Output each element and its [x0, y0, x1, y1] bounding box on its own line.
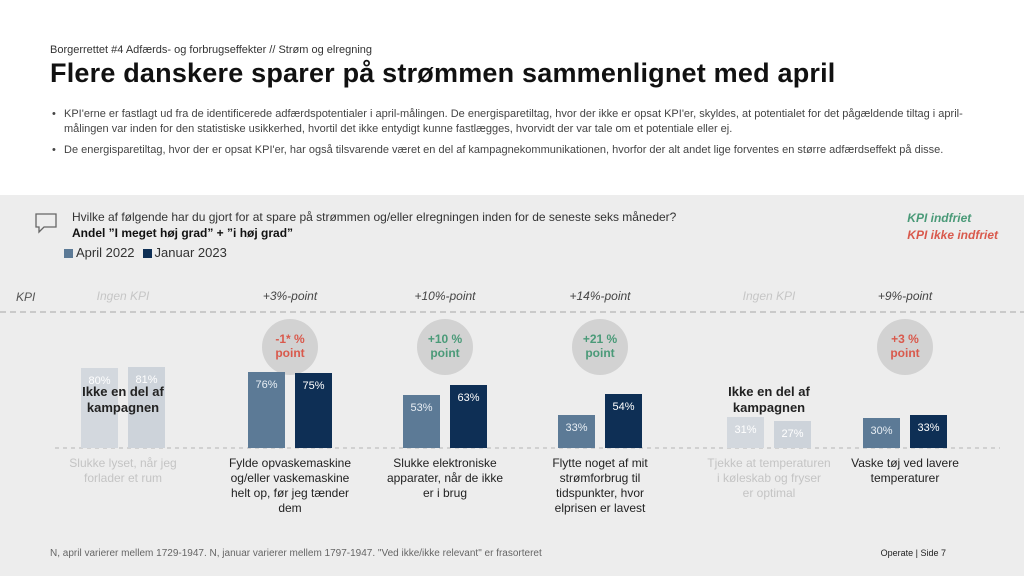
bar-value-label: 63%	[457, 392, 479, 404]
footnote: N, april varierer mellem 1729-1947. N, j…	[50, 548, 542, 559]
bar-april	[248, 372, 285, 448]
kpi-target-label: +10%-point	[414, 289, 476, 303]
legend-swatch-april	[64, 249, 73, 259]
bar-january	[605, 394, 642, 448]
kpi-target-label: +3%-point	[263, 289, 318, 303]
legend-label-april: April 2022	[76, 245, 135, 260]
category-label: strømforbrug til	[560, 471, 641, 485]
bar-april	[558, 415, 595, 448]
category-label: dem	[278, 501, 301, 515]
bar-value-label: 31%	[734, 424, 756, 436]
kpi-row-label: KPI	[16, 290, 36, 304]
change-value-label-unit: point	[430, 346, 459, 360]
bar-value-label: 30%	[870, 425, 892, 437]
bar-value-label: 53%	[410, 402, 432, 414]
kpi-not-met-label: KPI ikke indfriet	[907, 228, 998, 242]
page-title: Flere danskere sparer på strømmen sammen…	[50, 58, 836, 88]
campaign-note-label: kampagnen	[87, 400, 159, 415]
bar-value-label: 81%	[135, 374, 157, 386]
category-label: Vaske tøj ved lavere	[851, 456, 959, 470]
category-label: er i brug	[423, 486, 467, 500]
bar-january	[295, 373, 332, 448]
legend-label-january: Januar 2023	[154, 245, 227, 260]
campaign-note-label: Ikke en del af	[728, 384, 810, 399]
category-label: tidspunkter, hvor	[556, 486, 644, 500]
survey-question: Hvilke af følgende har du gjort for at s…	[72, 210, 677, 224]
change-value-label-unit: point	[585, 346, 614, 360]
category-label: og/eller vaskemaskine	[231, 471, 350, 485]
bar-april	[81, 368, 118, 448]
campaign-note-label: kampagnen	[733, 400, 805, 415]
kpi-target-label: +14%-point	[569, 289, 631, 303]
change-circle	[572, 319, 628, 375]
change-value-label: +3 %	[891, 332, 919, 346]
kpi-met-label: KPI indfriet	[907, 211, 972, 225]
bar-january	[128, 367, 165, 448]
category-label: er optimal	[743, 486, 796, 500]
bar-value-label: 76%	[255, 379, 277, 391]
category-label: i køleskab og fryser	[717, 471, 821, 485]
change-circle	[877, 319, 933, 375]
change-value-label: -1* %	[275, 332, 305, 346]
category-label: Slukke lyset, når jeg	[69, 456, 176, 470]
change-value-label: +21 %	[583, 332, 618, 346]
chart-legend: April 2022 Januar 2023	[64, 245, 227, 260]
survey-subquestion: Andel ”I meget høj grad” + ”i høj grad”	[72, 226, 294, 240]
bar-value-label: 80%	[88, 375, 110, 387]
kpi-status-legend: KPI indfriet KPI ikke indfriet	[907, 210, 998, 244]
bar-january	[450, 385, 487, 448]
bar-value-label: 27%	[781, 428, 803, 440]
category-label: apparater, når de ikke	[387, 471, 503, 485]
bar-value-label: 54%	[612, 401, 634, 413]
category-label: Slukke elektroniske	[393, 456, 497, 470]
category-label: elprisen er lavest	[555, 501, 646, 515]
campaign-note-label: Ikke en del af	[82, 384, 164, 399]
category-label: forlader et rum	[84, 471, 162, 485]
kpi-target-label: +9%-point	[878, 289, 933, 303]
change-circle	[417, 319, 473, 375]
bar-value-label: 75%	[302, 380, 324, 392]
bar-value-label: 33%	[565, 422, 587, 434]
category-label: helt op, før jeg tænder	[231, 486, 349, 500]
bullet-item: KPI'erne er fastlagt ud fra de identific…	[50, 107, 990, 137]
change-value-label-unit: point	[890, 346, 919, 360]
chart-panel	[0, 195, 1024, 576]
bar-april	[403, 395, 440, 448]
bar-april	[727, 417, 764, 448]
kpi-target-label: Ingen KPI	[743, 289, 796, 303]
change-value-label-unit: point	[275, 346, 304, 360]
legend-swatch-january	[142, 249, 152, 259]
bullet-list: KPI'erne er fastlagt ud fra de identific…	[50, 107, 990, 164]
breadcrumb: Borgerrettet #4 Adfærds- og forbrugseffe…	[50, 44, 373, 56]
category-label: Fylde opvaskemaskine	[229, 456, 351, 470]
legend-item-january: Januar 2023	[142, 245, 227, 260]
change-circle	[262, 319, 318, 375]
speech-bubble-icon	[35, 213, 57, 234]
bar-january	[910, 415, 947, 448]
bar-january	[774, 421, 811, 448]
page-number: Operate | Side 7	[880, 548, 946, 558]
category-label: Tjekke at temperaturen	[707, 456, 830, 470]
kpi-target-label: Ingen KPI	[97, 289, 150, 303]
legend-item-april: April 2022	[64, 245, 135, 260]
bar-april	[863, 418, 900, 448]
category-label: temperaturer	[871, 471, 940, 485]
category-label: Flytte noget af mit	[552, 456, 648, 470]
bar-value-label: 33%	[917, 422, 939, 434]
change-value-label: +10 %	[428, 332, 463, 346]
bullet-item: De energisparetiltag, hvor der er opsat …	[50, 143, 990, 158]
